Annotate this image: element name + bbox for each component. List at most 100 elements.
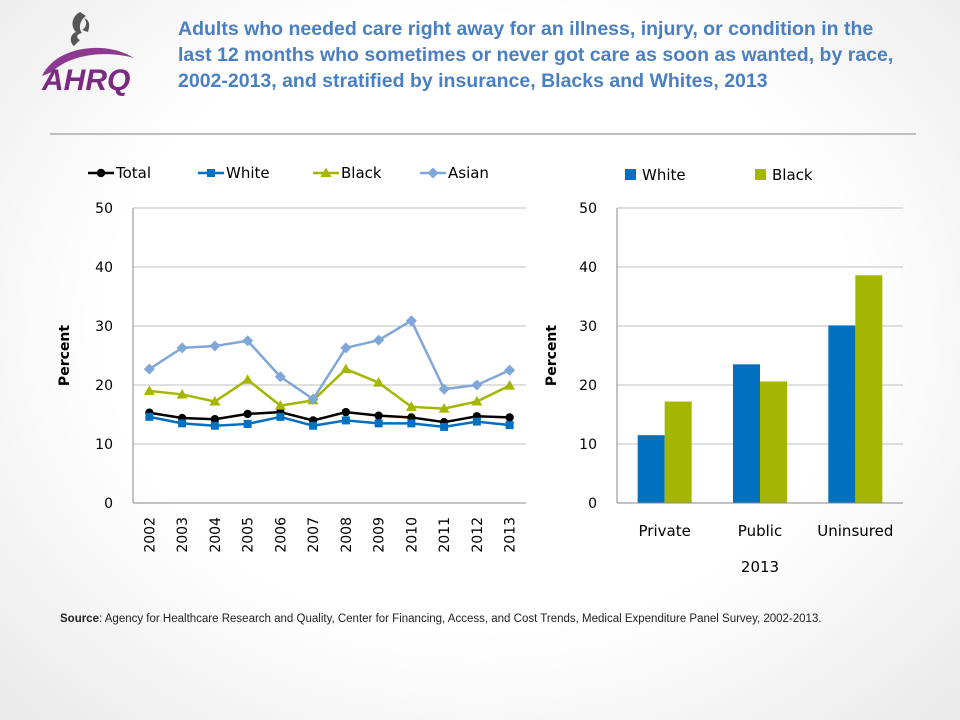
data-point-black xyxy=(176,388,188,399)
bar-chart: 0 10 20 30 40 50 Percent Private Public Uninsured… xyxy=(544,166,903,576)
data-point-asian xyxy=(143,363,155,375)
data-point-asian xyxy=(176,342,188,354)
y-tick-label: 40 xyxy=(579,260,597,276)
y-tick-label: 10 xyxy=(95,437,113,453)
data-point-white xyxy=(145,412,154,421)
data-point-white xyxy=(505,421,514,430)
x-tick-label: 2009 xyxy=(372,517,388,553)
legend-label: Black xyxy=(341,164,382,182)
data-point-black xyxy=(340,363,352,374)
legend-marker xyxy=(320,167,332,177)
x-category-label: Private xyxy=(639,522,691,540)
legend-label: Total xyxy=(115,164,151,182)
page-title: Adults who needed care right away for an… xyxy=(178,18,894,92)
legend-marker xyxy=(207,169,215,177)
x-category-label: Public xyxy=(738,522,782,540)
data-point-black xyxy=(471,396,483,406)
data-point-asian xyxy=(274,371,286,383)
data-point-total xyxy=(374,411,383,420)
data-point-total xyxy=(210,415,220,424)
x-tick-label: 2004 xyxy=(208,517,224,553)
x-tick-label: 2007 xyxy=(306,517,322,553)
source-note: Source: Agency for Healthcare Research a… xyxy=(60,611,890,627)
legend-swatch xyxy=(755,169,766,180)
y-tick-label: 20 xyxy=(95,378,113,394)
y-tick-label: 50 xyxy=(579,201,597,217)
data-point-white xyxy=(309,421,318,430)
legend-marker xyxy=(96,168,106,178)
data-point-asian xyxy=(373,334,385,346)
x-tick-label: 2013 xyxy=(503,517,519,553)
bar-black xyxy=(664,401,692,503)
y-tick-label: 0 xyxy=(588,496,597,512)
data-point-asian xyxy=(438,383,450,395)
series-line-black xyxy=(149,367,511,410)
x-tick-label: 2008 xyxy=(339,517,355,553)
data-point-black xyxy=(405,401,417,411)
data-point-asian xyxy=(471,379,483,391)
data-point-total xyxy=(505,413,514,422)
title-divider xyxy=(50,133,916,135)
legend-marker xyxy=(427,167,439,179)
data-point-black xyxy=(504,380,516,390)
legend-label: Black xyxy=(772,166,813,184)
data-point-white xyxy=(210,421,219,430)
legend-label: White xyxy=(226,164,270,182)
y-tick-label: 10 xyxy=(579,437,597,453)
y-tick-label: 30 xyxy=(579,319,597,335)
logo-swoosh xyxy=(42,47,134,76)
logo-text: AHRQ xyxy=(41,64,130,97)
legend-label: White xyxy=(642,166,686,184)
series-line-asian xyxy=(148,318,511,401)
hhs-eagle-icon xyxy=(70,12,90,46)
data-point-white xyxy=(407,419,416,428)
data-point-white xyxy=(341,416,350,425)
x-tick-label: 2005 xyxy=(241,517,257,553)
data-point-white xyxy=(440,422,449,431)
data-point-white xyxy=(178,419,187,428)
x-tick-label: 2003 xyxy=(175,517,191,553)
y-tick-label: 50 xyxy=(95,201,113,217)
data-point-asian xyxy=(307,393,319,405)
x-category-label: Uninsured xyxy=(817,522,893,540)
x-tick-label: 2006 xyxy=(273,517,289,553)
y-tick-label: 40 xyxy=(95,260,113,276)
data-point-black xyxy=(242,374,254,384)
y-tick-label: 30 xyxy=(95,319,113,335)
x-tick-label: 2002 xyxy=(142,517,158,553)
data-point-total xyxy=(341,407,351,417)
series-line-total xyxy=(149,410,510,424)
data-point-black xyxy=(274,400,286,410)
y-axis-title: Percent xyxy=(544,325,560,386)
x-axis-title: 2013 xyxy=(741,558,779,576)
ahrq-logo: AHRQ xyxy=(41,12,134,97)
bar-black xyxy=(855,275,883,503)
data-point-black xyxy=(209,396,221,406)
x-tick-label: 2012 xyxy=(470,517,486,553)
data-point-asian xyxy=(242,335,254,347)
x-tick-label: 2010 xyxy=(404,517,420,553)
data-point-black xyxy=(373,377,385,387)
y-axis-title: Percent xyxy=(57,325,73,386)
series-line-white xyxy=(149,415,510,429)
data-point-white xyxy=(243,419,252,428)
legend-swatch xyxy=(625,169,636,180)
x-tick-label: 2011 xyxy=(437,517,453,553)
data-point-black xyxy=(143,385,155,395)
data-point-asian xyxy=(405,315,417,327)
data-point-asian xyxy=(340,342,352,354)
y-tick-label: 0 xyxy=(104,496,113,512)
line-chart: 0 10 20 30 40 50 Percent 2002 2003 2004 2005 2006 20… xyxy=(57,164,526,553)
bar-white xyxy=(733,364,760,503)
bar-white xyxy=(637,435,665,503)
data-point-white xyxy=(374,419,383,428)
data-point-white xyxy=(276,412,285,421)
data-point-black xyxy=(438,403,450,413)
source-text: : Agency for Healthcare Research and Qua… xyxy=(99,613,822,625)
bar-white xyxy=(828,325,856,503)
data-point-asian xyxy=(209,340,221,352)
data-point-white xyxy=(472,417,481,426)
source-label: Source xyxy=(60,613,99,625)
data-point-asian xyxy=(504,364,516,376)
